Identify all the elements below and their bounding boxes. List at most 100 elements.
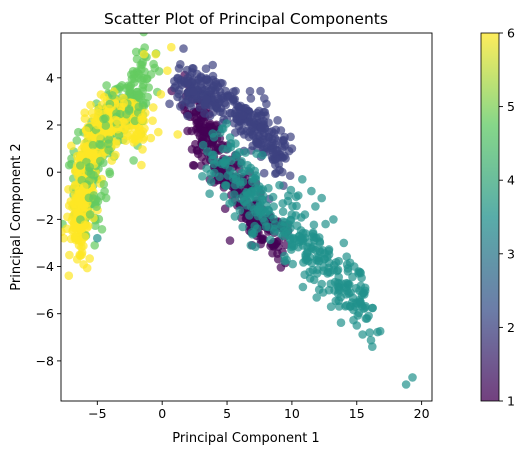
scatter-point — [189, 161, 199, 170]
scatter-point — [226, 142, 236, 152]
scatter-point — [202, 75, 212, 84]
scatter-point — [96, 140, 106, 150]
scatter-point — [72, 136, 82, 145]
scatter-point — [205, 111, 215, 121]
scatter-point — [165, 99, 174, 109]
scatter-point — [292, 201, 301, 211]
scatter-point — [130, 116, 140, 126]
scatter-point — [285, 171, 295, 180]
scatter-point — [208, 60, 217, 70]
scatter-point — [268, 148, 278, 158]
x-tick-label: 20 — [414, 406, 430, 421]
scatter-point — [213, 157, 223, 167]
scatter-point — [102, 81, 111, 90]
scatter-point — [222, 181, 231, 190]
scatter-point — [220, 156, 230, 165]
scatter-point — [235, 206, 245, 215]
scatter-point — [115, 82, 125, 92]
x-tick-label: 10 — [284, 406, 300, 421]
scatter-point — [113, 124, 122, 134]
scatter-point — [346, 302, 355, 311]
scatter-point — [339, 238, 349, 248]
scatter-point — [286, 132, 295, 142]
scatter-point — [323, 269, 332, 278]
scatter-point — [144, 83, 153, 92]
scatter-point — [255, 198, 265, 208]
scatter-point — [245, 86, 255, 96]
scatter-point — [183, 126, 192, 136]
scatter-point — [77, 243, 86, 252]
x-axis-title: Principal Component 1 — [172, 431, 319, 446]
scatter-point — [84, 150, 94, 159]
scatter-point — [238, 125, 248, 135]
scatter-point — [73, 197, 83, 206]
scatter-point — [248, 110, 258, 120]
scatter-point — [113, 116, 122, 126]
scatter-point — [206, 177, 216, 186]
scatter-point — [201, 157, 211, 166]
scatter-point — [408, 373, 417, 382]
scatter-point — [173, 130, 182, 139]
scatter-point — [191, 125, 201, 134]
scatter-point — [208, 129, 217, 138]
scatter-point — [96, 90, 106, 99]
scatter-point — [195, 103, 204, 112]
scatter-point — [139, 33, 148, 37]
scatter-point — [276, 126, 286, 135]
scatter-point — [124, 104, 134, 114]
scatter-point — [269, 202, 279, 211]
scatter-point — [149, 103, 158, 112]
scatter-point — [130, 74, 139, 83]
scatter-point — [334, 286, 344, 295]
scatter-point — [73, 208, 82, 218]
scatter-point — [245, 211, 254, 220]
scatter-point — [76, 224, 86, 234]
y-tick-label: 2 — [46, 118, 54, 133]
scatter-point — [225, 166, 235, 175]
y-axis: −8 −6 −4 −2 0 2 4 — [36, 70, 61, 368]
scatter-point — [220, 98, 230, 108]
scatter-point — [101, 121, 110, 130]
scatter-point — [317, 279, 327, 289]
scatter-point — [85, 162, 95, 172]
scatter-point — [275, 165, 284, 175]
scatter-point — [237, 157, 246, 166]
scatter-point — [202, 164, 211, 173]
scatter-point — [251, 242, 260, 252]
scatter-point — [308, 265, 318, 275]
scatter-point — [219, 192, 229, 201]
scatter-point — [225, 91, 235, 101]
scatter-point — [101, 114, 110, 123]
scatter-point — [154, 127, 163, 137]
scatter-point — [321, 219, 330, 229]
scatter-point — [229, 190, 239, 199]
scatter-point — [131, 47, 141, 57]
scatter-point — [89, 171, 98, 180]
scatter-point — [85, 254, 94, 263]
colorbar-tick-label: 3 — [507, 246, 515, 261]
scatter-point — [222, 119, 231, 128]
scatter-point — [198, 172, 207, 181]
scatter-point — [342, 252, 352, 261]
y-axis-title: Principal Component 2 — [9, 143, 24, 290]
scatter-point — [104, 104, 114, 113]
scatter-point — [104, 139, 113, 148]
scatter-point — [246, 94, 256, 103]
scatter-point — [294, 191, 303, 200]
scatter-point — [138, 98, 148, 108]
scatter-point — [336, 318, 346, 328]
scatter-point — [215, 128, 225, 138]
scatter-point — [248, 174, 258, 183]
scatter-point — [187, 145, 197, 154]
scatter-point — [232, 150, 241, 159]
scatter-point — [246, 119, 256, 129]
scatter-point — [259, 191, 268, 201]
scatter-point — [97, 100, 107, 110]
scatter-point — [138, 145, 147, 154]
scatter-point — [163, 66, 172, 75]
scatter-point — [79, 201, 89, 210]
scatter-point — [354, 269, 363, 278]
scatter-point — [225, 108, 235, 118]
scatter-point — [121, 136, 130, 145]
